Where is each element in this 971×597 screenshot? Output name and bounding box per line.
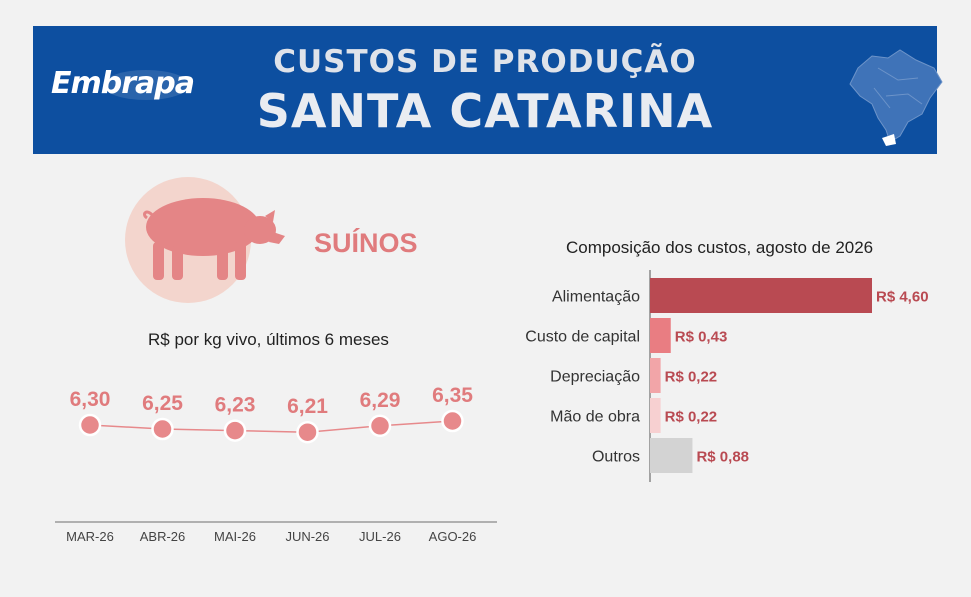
x-tick-label: MAR-26	[66, 529, 114, 544]
data-label: 6,21	[287, 395, 328, 418]
value-label: R$ 0,22	[665, 409, 718, 426]
header-title-line2: SANTA CATARINA	[256, 84, 714, 138]
x-tick-label: JUN-26	[285, 529, 329, 544]
brazil-map-icon	[849, 49, 943, 146]
bar	[650, 398, 661, 433]
category-label: Outros	[592, 449, 640, 466]
data-point	[296, 420, 319, 444]
data-point	[368, 414, 392, 438]
value-label: R$ 4,60	[876, 289, 929, 306]
category-label: Depreciação	[550, 369, 640, 386]
logo-swoosh	[103, 70, 189, 100]
x-tick-label: ABR-26	[140, 529, 186, 544]
line-chart-title: R$ por kg vivo, últimos 6 meses	[148, 330, 389, 349]
embrapa-logo: Embrapa	[51, 66, 195, 101]
data-label: 6,30	[70, 388, 111, 411]
bar	[650, 318, 671, 353]
price-series-line	[89, 420, 453, 433]
header-title-line1: CUSTOS DE PRODUÇÃO	[273, 44, 697, 80]
data-label: 6,25	[142, 392, 183, 415]
data-point	[223, 419, 247, 442]
value-label: R$ 0,43	[675, 329, 728, 346]
category-label: Mão de obra	[550, 409, 640, 426]
value-label: R$ 0,88	[696, 449, 749, 466]
bar	[650, 278, 872, 313]
bar-chart-title: Composição dos custos, agosto de 2026	[566, 238, 874, 257]
category-label: Alimentação	[552, 289, 640, 306]
data-label: 6,35	[432, 384, 473, 407]
x-tick-label: JUL-26	[359, 529, 401, 544]
header-banner: Embrapa CUSTOS DE PRODUÇÃO SANTA CATARIN…	[33, 26, 943, 154]
data-point	[151, 417, 174, 441]
data-point	[78, 413, 102, 437]
bar	[650, 438, 693, 473]
data-label: 6,23	[215, 394, 256, 417]
data-point	[441, 409, 464, 433]
category-label: Custo de capital	[525, 329, 640, 346]
data-label: 6,29	[360, 389, 401, 412]
value-label: R$ 0,22	[665, 369, 718, 386]
bar	[650, 358, 661, 393]
x-tick-label: AGO-26	[429, 529, 477, 544]
x-tick-label: MAI-26	[214, 529, 256, 544]
animal-label: SUÍNOS	[314, 228, 418, 258]
price-line-chart: 6,30 MAR-26 6,25 ABR-26 6,23 MAI-26 6,21 JUN-26…	[55, 384, 497, 544]
pig-icon	[125, 177, 285, 303]
